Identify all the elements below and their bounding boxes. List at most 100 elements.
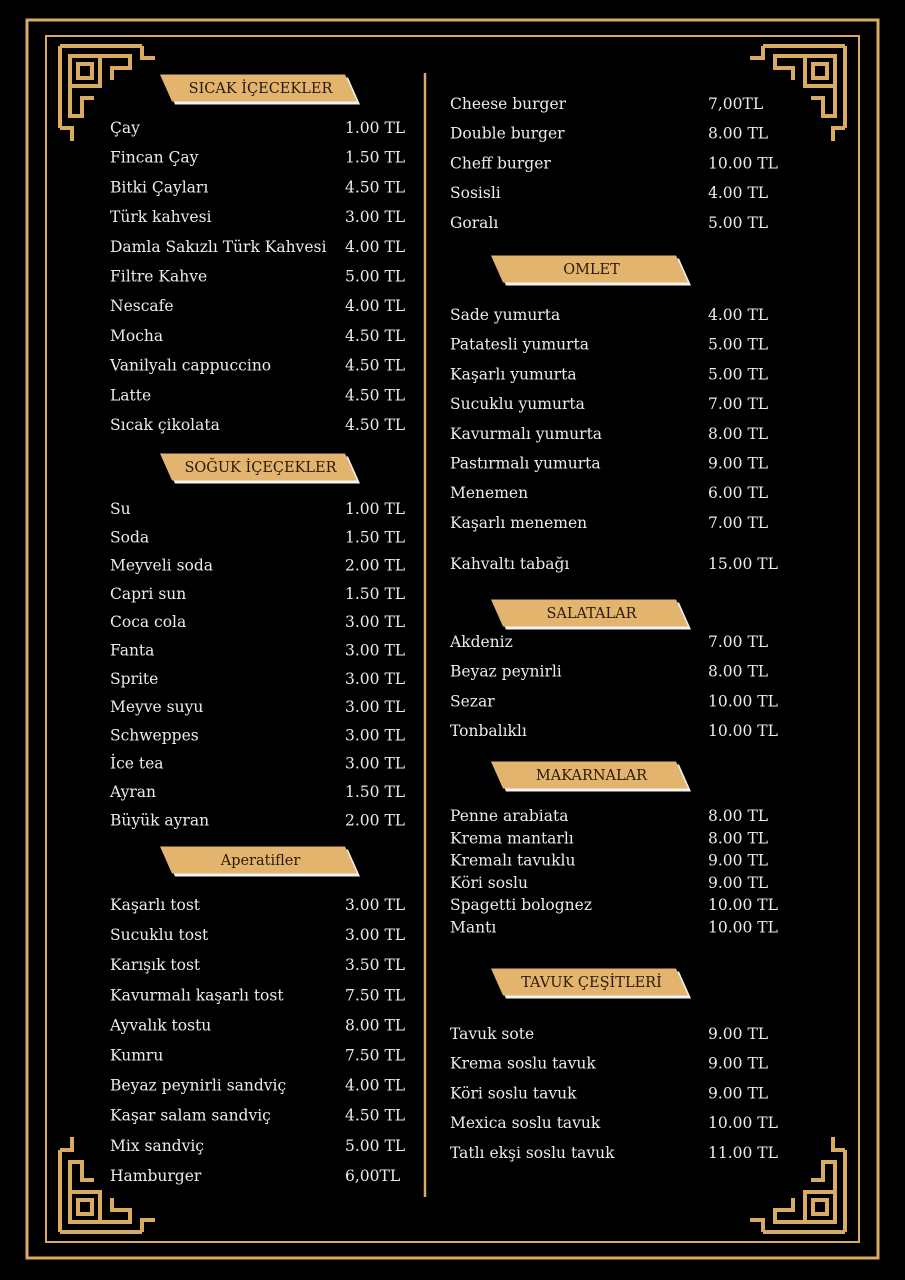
item-price: 10.00 TL <box>708 692 778 710</box>
item-name: Cheese burger <box>450 95 567 113</box>
item-name: Sezar <box>450 692 495 710</box>
item-price: 3.00 TL <box>345 896 405 914</box>
item-price: 4.00 TL <box>345 238 405 256</box>
banner <box>160 846 357 874</box>
item-name: Ayvalık tostu <box>109 1016 211 1034</box>
item-name: Kavurmalı kaşarlı tost <box>110 986 284 1004</box>
item-name: Köri soslu <box>450 874 528 892</box>
item-name: Kremalı tavuklu <box>450 852 576 870</box>
item-price: 8.00 TL <box>708 829 768 847</box>
item-price: 7.00 TL <box>708 633 768 651</box>
item-name: Fincan Çay <box>110 149 199 167</box>
item-price: 4.00 TL <box>345 297 405 315</box>
item-name: Filtre Kahve <box>110 268 207 286</box>
banner <box>491 968 688 996</box>
item-name: Menemen <box>450 484 528 502</box>
item-price: 3.50 TL <box>345 956 405 974</box>
item-name: Patatesli yumurta <box>450 336 589 354</box>
item-price: 10.00 TL <box>708 154 778 172</box>
item-name: Mexica soslu tavuk <box>450 1114 601 1132</box>
item-name: Sucuklu yumurta <box>450 395 585 413</box>
item-name: Büyük ayran <box>110 811 209 829</box>
item-name: Karışık tost <box>110 956 201 974</box>
item-name: Köri soslu tavuk <box>450 1084 577 1102</box>
item-name: Mocha <box>110 327 163 345</box>
item-price: 2.00 TL <box>345 811 405 829</box>
item-name: Ayran <box>109 783 156 801</box>
item-price: 3.00 TL <box>345 613 405 631</box>
item-price: 9.00 TL <box>708 874 768 892</box>
item-name: Pastırmalı yumurta <box>450 455 601 473</box>
item-name: Cheff burger <box>450 154 551 172</box>
item-name: Goralı <box>450 214 498 232</box>
item-price: 5.00 TL <box>708 214 768 232</box>
item-name: Akdeniz <box>449 633 513 651</box>
item-price: 9.00 TL <box>708 455 768 473</box>
item-price: 4.50 TL <box>345 386 405 404</box>
item-price: 1.00 TL <box>345 500 405 518</box>
item-price: 3.00 TL <box>345 670 405 688</box>
item-price: 1.00 TL <box>345 119 405 137</box>
outer-frame <box>25 18 880 1260</box>
item-name: Sosisli <box>450 184 501 202</box>
item-price: 5.00 TL <box>345 268 405 286</box>
item-price: 3.00 TL <box>345 698 405 716</box>
item-name: Nescafe <box>110 297 174 315</box>
item-price: 3.00 TL <box>345 755 405 773</box>
item-price: 4.50 TL <box>345 178 405 196</box>
item-name: Tatlı ekşi soslu tavuk <box>450 1144 615 1162</box>
item-price: 7,00TL <box>708 95 763 113</box>
banner <box>491 255 688 283</box>
item-name: Meyveli soda <box>110 557 213 575</box>
item-name: Su <box>110 500 131 518</box>
item-name: Sprite <box>110 670 158 688</box>
item-name: Kaşarlı menemen <box>450 514 587 532</box>
item-price: 1.50 TL <box>345 585 405 603</box>
item-name: Krema mantarlı <box>450 829 574 847</box>
item-name: Coca cola <box>110 613 186 631</box>
item-price: 8.00 TL <box>345 1016 405 1034</box>
item-price: 6.00 TL <box>708 484 768 502</box>
item-price: 4.50 TL <box>345 327 405 345</box>
section-title: Aperatifler <box>220 853 301 869</box>
item-price: 7.00 TL <box>708 395 768 413</box>
section-title: OMLET <box>563 262 620 278</box>
item-name: Penne arabiata <box>450 807 568 825</box>
item-name: Schweppes <box>110 726 199 744</box>
item-price: 9.00 TL <box>708 1025 768 1043</box>
item-name: Mix sandviç <box>110 1137 204 1155</box>
item-price: 10.00 TL <box>708 1114 778 1132</box>
item-name: Çay <box>110 119 140 137</box>
item-price: 4.50 TL <box>345 357 405 375</box>
item-name: Double burger <box>450 125 565 143</box>
item-price: 8.00 TL <box>708 425 768 443</box>
item-name: Fanta <box>110 642 154 660</box>
item-name: Mantı <box>450 919 496 937</box>
item-name: Tavuk sote <box>450 1025 534 1043</box>
item-price: 4.50 TL <box>345 1107 405 1125</box>
item-price: 9.00 TL <box>708 852 768 870</box>
item-name: İce tea <box>110 755 164 773</box>
item-price: 7.50 TL <box>345 1047 405 1065</box>
inner-frame <box>45 35 860 1243</box>
item-price: 4.00 TL <box>708 306 768 324</box>
item-price: 3.00 TL <box>345 208 405 226</box>
item-name: Sucuklu tost <box>110 926 209 944</box>
item-price: 1.50 TL <box>345 783 405 801</box>
item-price: 8.00 TL <box>708 807 768 825</box>
item-name: Krema soslu tavuk <box>450 1055 596 1073</box>
item-price: 3.00 TL <box>345 726 405 744</box>
item-name: Capri sun <box>110 585 186 603</box>
item-price: 7.50 TL <box>345 986 405 1004</box>
item-price: 1.50 TL <box>345 528 405 546</box>
item-price: 2.00 TL <box>345 557 405 575</box>
item-price: 5.00 TL <box>708 336 768 354</box>
item-price: 4.00 TL <box>708 184 768 202</box>
item-name: Damla Sakızlı Türk Kahvesi <box>110 238 326 256</box>
item-name: Sade yumurta <box>450 306 560 324</box>
item-price: 10.00 TL <box>708 896 778 914</box>
item-name: Meyve suyu <box>110 698 203 716</box>
item-name: Sıcak çikolata <box>110 416 220 434</box>
